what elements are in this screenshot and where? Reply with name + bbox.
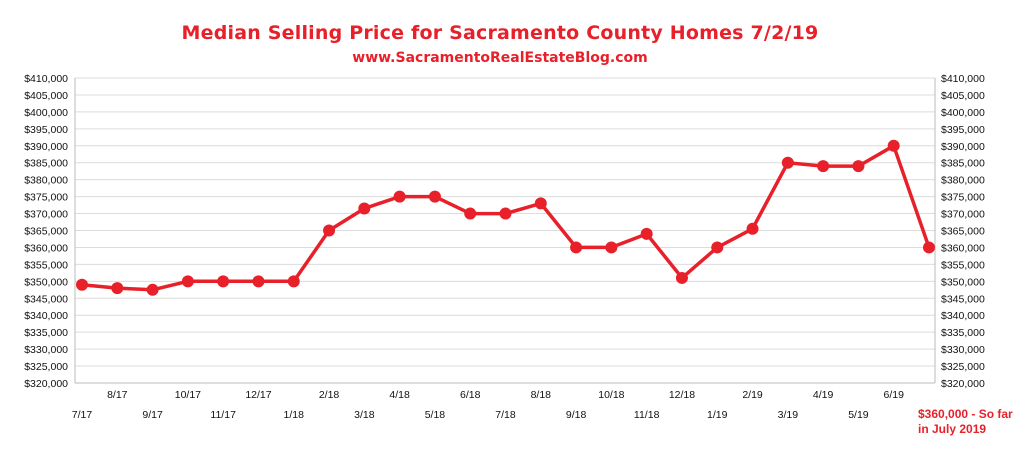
y-tick-label-right: $350,000 — [941, 276, 985, 288]
y-tick-label-right: $320,000 — [941, 378, 985, 390]
data-point — [605, 241, 618, 254]
data-point — [146, 283, 159, 296]
y-tick-label-right: $325,000 — [941, 361, 985, 373]
x-tick-label: 5/18 — [425, 409, 446, 421]
x-tick-label: 1/19 — [707, 409, 728, 421]
y-tick-label-left: $380,000 — [24, 175, 68, 187]
data-point — [287, 275, 300, 288]
x-tick-label: 8/17 — [107, 389, 128, 401]
y-tick-label-right: $365,000 — [941, 226, 985, 238]
y-tick-label-right: $345,000 — [941, 293, 985, 305]
x-tick-label: 2/18 — [319, 389, 340, 401]
data-point — [711, 241, 724, 254]
y-tick-label-right: $390,000 — [941, 141, 985, 153]
data-point — [464, 207, 477, 220]
data-point — [887, 139, 900, 152]
y-tick-label-left: $375,000 — [24, 192, 68, 204]
y-tick-label-right: $370,000 — [941, 209, 985, 221]
y-tick-label-left: $340,000 — [24, 310, 68, 322]
data-point — [852, 160, 865, 173]
y-tick-label-right: $410,000 — [941, 73, 985, 85]
y-tick-label-right: $335,000 — [941, 327, 985, 339]
data-point — [923, 241, 935, 254]
y-tick-label-right: $380,000 — [941, 175, 985, 187]
x-tick-label: 6/19 — [883, 389, 904, 401]
y-tick-label-left: $345,000 — [24, 293, 68, 305]
july-note: $360,000 - So far in July 2019 — [918, 407, 1013, 437]
x-tick-label: 4/19 — [813, 389, 834, 401]
data-point — [111, 282, 124, 295]
x-tick-label: 2/19 — [742, 389, 763, 401]
x-tick-label: 5/19 — [848, 409, 869, 421]
y-tick-label-left: $335,000 — [24, 327, 68, 339]
y-tick-label-left: $400,000 — [24, 107, 68, 119]
y-tick-label-left: $320,000 — [24, 378, 68, 390]
x-tick-label: 1/18 — [284, 409, 305, 421]
x-tick-label: 8/18 — [531, 389, 552, 401]
x-tick-label: 11/18 — [634, 409, 660, 421]
chart-subtitle: www.SacramentoRealEstateBlog.com — [352, 50, 648, 66]
july-note-line-1: $360,000 - So far — [918, 407, 1013, 421]
x-tick-label: 9/17 — [142, 409, 163, 421]
data-point — [358, 202, 371, 215]
data-point — [570, 241, 583, 254]
data-point — [781, 156, 794, 169]
y-tick-label-right: $405,000 — [941, 90, 985, 102]
y-tick-label-right: $395,000 — [941, 124, 985, 136]
data-point — [640, 227, 653, 240]
y-tick-label-right: $340,000 — [941, 310, 985, 322]
x-tick-label: 10/17 — [175, 389, 201, 401]
data-point — [675, 271, 688, 284]
data-point — [817, 160, 830, 173]
y-tick-label-left: $410,000 — [24, 73, 68, 85]
x-tick-label: 6/18 — [460, 389, 481, 401]
y-tick-label-left: $355,000 — [24, 259, 68, 271]
x-tick-label: 12/18 — [669, 389, 695, 401]
data-point — [746, 222, 759, 235]
y-tick-label-left: $390,000 — [24, 141, 68, 153]
x-tick-label: 12/17 — [245, 389, 271, 401]
y-tick-label-left: $365,000 — [24, 226, 68, 238]
data-point — [534, 197, 547, 210]
data-point — [252, 275, 265, 288]
chart-title: Median Selling Price for Sacramento Coun… — [181, 22, 819, 44]
y-tick-label-left: $330,000 — [24, 344, 68, 356]
data-point — [393, 190, 406, 203]
x-tick-label: 7/17 — [72, 409, 93, 421]
x-tick-label: 3/18 — [354, 409, 375, 421]
data-point — [181, 275, 194, 288]
y-tick-label-right: $360,000 — [941, 242, 985, 254]
y-tick-label-left: $325,000 — [24, 361, 68, 373]
y-tick-label-left: $360,000 — [24, 242, 68, 254]
y-tick-label-right: $385,000 — [941, 158, 985, 170]
data-point — [217, 275, 230, 288]
x-tick-label: 11/17 — [210, 409, 236, 421]
y-tick-label-right: $375,000 — [941, 192, 985, 204]
y-tick-label-right: $355,000 — [941, 259, 985, 271]
x-tick-label: 9/18 — [566, 409, 587, 421]
y-tick-label-left: $385,000 — [24, 158, 68, 170]
data-point — [428, 190, 441, 203]
y-tick-label-left: $405,000 — [24, 90, 68, 102]
y-tick-label-right: $330,000 — [941, 344, 985, 356]
y-tick-label-left: $395,000 — [24, 124, 68, 136]
x-tick-label: 10/18 — [598, 389, 624, 401]
x-tick-label: 7/18 — [495, 409, 516, 421]
data-point — [323, 224, 336, 237]
y-tick-label-left: $370,000 — [24, 209, 68, 221]
y-tick-label-left: $350,000 — [24, 276, 68, 288]
x-tick-label: 3/19 — [778, 409, 799, 421]
x-tick-label: 4/18 — [389, 389, 410, 401]
y-tick-label-right: $400,000 — [941, 107, 985, 119]
july-note-line-2: in July 2019 — [918, 422, 987, 436]
data-point — [499, 207, 512, 220]
data-point — [76, 278, 88, 291]
